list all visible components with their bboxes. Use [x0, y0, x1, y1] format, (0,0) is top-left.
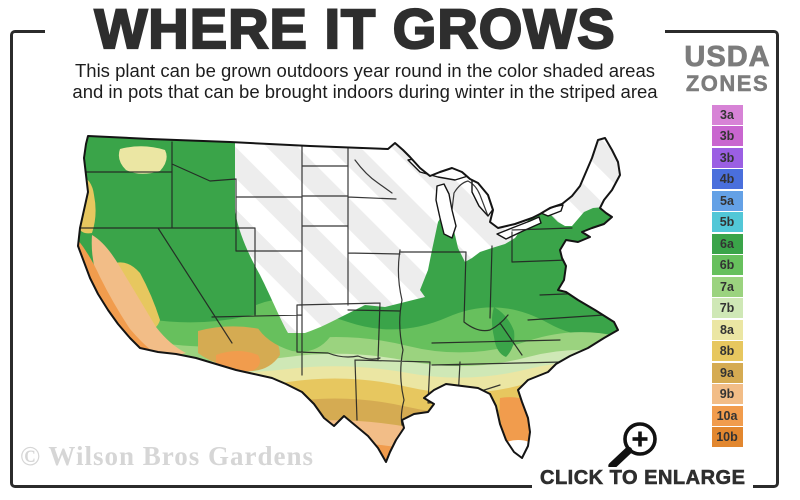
zone-swatch-8a-10: 8a — [711, 319, 743, 340]
zone-swatch-6b-7: 6b — [711, 255, 743, 275]
us-zone-map-svg — [77, 135, 621, 463]
zone-swatch-9b-13: 9b — [711, 384, 743, 404]
map-region-eastern-washington — [118, 146, 167, 174]
map-region-southern-arizona — [216, 351, 260, 372]
subtitle-line-1: This plant can be grown outdoors year ro… — [74, 60, 656, 81]
zone-swatch-9a-12: 9a — [711, 362, 743, 383]
zone-swatch-7a-8: 7a — [711, 276, 743, 297]
usda-label: USDA — [684, 41, 771, 73]
magnifier-plus-icon[interactable] — [596, 416, 666, 472]
zone-swatch-3b-1: 3b — [711, 126, 743, 146]
zone-swatch-10a-14: 10a — [711, 405, 743, 426]
subtitle: This plant can be grown outdoors year ro… — [55, 60, 675, 102]
subtitle-line-2: and in pots that can be brought indoors … — [72, 81, 658, 102]
zone-swatch-5a-4: 5a — [711, 190, 743, 211]
zone-swatch-3b-2: 3b — [711, 147, 743, 168]
zone-swatch-7b-9: 7b — [711, 298, 743, 318]
lake-michigan — [435, 183, 457, 239]
zones-label: ZONES — [685, 71, 770, 96]
zone-swatch-6a-6: 6a — [711, 233, 743, 254]
zone-swatch-3a-0: 3a — [711, 104, 743, 125]
map-region-appalachians — [492, 307, 515, 357]
us-outline — [77, 135, 621, 463]
lake-erie — [496, 216, 542, 240]
us-zone-map — [48, 115, 680, 471]
click-to-enlarge-button[interactable]: CLICK TO ENLARGE — [532, 467, 754, 490]
page-title: WHERE IT GROWS — [45, 0, 665, 59]
zone-swatch-10b-15: 10b — [711, 427, 743, 447]
zone-legend: 3a 3b 3b 4b 5a 5b 6a 6b 7a 7b 8a 8b 9a 9b 10a 10b — [696, 103, 758, 447]
zone-swatch-5b-5: 5b — [711, 212, 743, 232]
usda-zones-heading: USDA ZONES — [680, 42, 775, 96]
zone-swatch-8b-11: 8b — [711, 341, 743, 361]
watermark: © Wilson Bros Gardens — [20, 441, 314, 471]
zone-swatch-4b-3: 4b — [711, 169, 743, 189]
map-region-california-inner-coast — [91, 235, 186, 356]
map-region-california-coast — [78, 240, 152, 351]
